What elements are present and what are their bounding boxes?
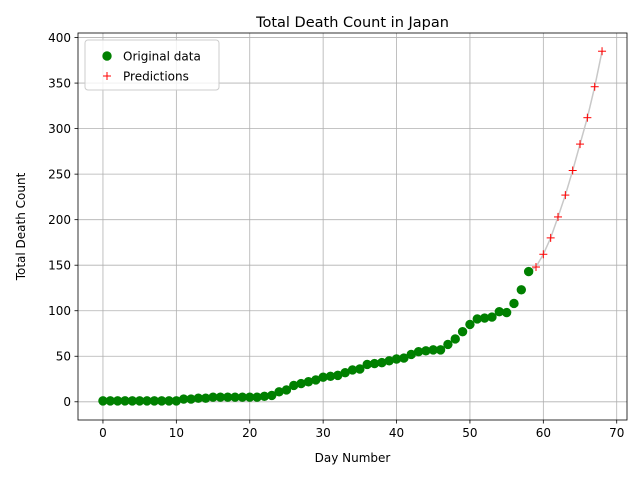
original-data-point <box>267 390 277 401</box>
legend-label-original: Original data <box>123 50 201 64</box>
plot-area-frame <box>77 32 628 421</box>
y-axis-label: Total Death Count <box>14 172 28 281</box>
y-tick-label: 50 <box>56 349 71 363</box>
legend-marker-predictions <box>103 72 111 80</box>
x-tick-label: 40 <box>389 426 404 440</box>
chart-title: Total Death Count in Japan <box>255 15 449 31</box>
prediction-point <box>590 82 599 91</box>
x-tick-label: 50 <box>462 426 477 440</box>
prediction-point <box>561 191 570 200</box>
prediction-point <box>554 212 563 221</box>
original-data-point <box>435 345 446 355</box>
y-tick-label: 400 <box>48 31 71 45</box>
prediction-point <box>531 263 540 272</box>
prediction-point <box>539 250 548 259</box>
legend: Original data Predictions <box>84 39 220 91</box>
original-data-point <box>516 285 527 295</box>
x-tick-label: 30 <box>316 426 331 440</box>
y-tick-label: 350 <box>48 76 71 90</box>
data-points <box>98 47 607 406</box>
x-tick-label: 20 <box>242 426 257 440</box>
x-tick-label: 10 <box>169 426 184 440</box>
legend-box <box>84 39 220 91</box>
original-data-point <box>399 353 409 363</box>
original-data-point <box>509 298 519 309</box>
original-data-point <box>450 334 460 344</box>
y-tick-label: 200 <box>48 213 71 227</box>
x-axis-label: Day Number <box>315 451 391 465</box>
grid-lines <box>78 33 627 420</box>
original-data-point <box>355 364 365 374</box>
legend-marker-original <box>102 51 112 61</box>
prediction-line <box>528 51 603 273</box>
original-data-point <box>487 312 497 322</box>
x-tick-label: 70 <box>609 426 624 440</box>
x-axis-ticks: 0 10 20 30 40 50 60 70 <box>99 420 624 440</box>
original-data-point <box>281 385 292 395</box>
prediction-connector-line <box>528 51 603 273</box>
legend-label-predictions: Predictions <box>123 70 189 84</box>
y-tick-label: 250 <box>48 167 71 181</box>
original-data-point <box>457 326 468 337</box>
y-tick-label: 150 <box>48 258 71 272</box>
prediction-point <box>576 140 585 149</box>
prediction-point <box>546 233 555 242</box>
original-data-point <box>443 339 453 350</box>
original-data-point <box>465 319 475 330</box>
x-tick-label: 60 <box>536 426 551 440</box>
y-tick-label: 0 <box>63 395 71 409</box>
y-axis-ticks: 0 50 100 150 200 250 300 350 400 <box>48 31 78 409</box>
y-tick-label: 300 <box>48 122 71 136</box>
prediction-point <box>598 47 607 56</box>
original-data-point <box>501 307 512 318</box>
prediction-point <box>568 166 577 175</box>
x-tick-label: 0 <box>99 426 107 440</box>
original-data-point <box>523 266 534 277</box>
y-tick-label: 100 <box>48 304 71 318</box>
prediction-point <box>583 113 592 122</box>
